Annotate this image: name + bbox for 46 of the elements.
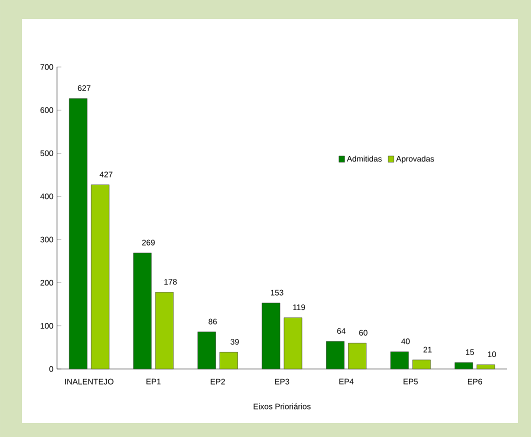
data-label: 39 <box>230 338 239 345</box>
x-tick-label: EP2 <box>210 378 225 384</box>
bar <box>133 252 152 370</box>
bar <box>262 302 280 370</box>
data-label: 21 <box>424 346 432 352</box>
y-tick-label: 500 <box>40 150 54 156</box>
bar <box>412 360 431 370</box>
data-label: 64 <box>337 328 346 334</box>
bar <box>155 292 174 370</box>
data-label: 40 <box>401 338 410 344</box>
bar <box>476 364 496 370</box>
data-label: 10 <box>488 351 496 358</box>
x-tick-label: EP4 <box>339 378 354 384</box>
data-label: 15 <box>466 349 474 355</box>
x-tick-label: EP6 <box>468 378 482 384</box>
data-label: 153 <box>270 290 284 296</box>
bar <box>326 341 344 370</box>
y-tick-label: 100 <box>40 323 54 329</box>
data-label: 60 <box>359 330 368 336</box>
x-tick-label: INALENTEJO <box>65 378 114 384</box>
bar <box>284 317 302 370</box>
bar <box>348 342 366 370</box>
data-label: 269 <box>142 240 155 246</box>
bar <box>454 362 474 370</box>
data-label: 178 <box>164 279 177 285</box>
data-label: 86 <box>208 318 217 324</box>
y-tick-label: 0 <box>49 366 54 372</box>
y-tick-label: 700 <box>40 64 54 70</box>
bar <box>390 352 409 370</box>
bar <box>90 184 110 370</box>
y-tick-label: 600 <box>40 107 54 113</box>
x-axis-title: Eixos Prioriários <box>254 403 311 410</box>
bar <box>68 98 88 370</box>
x-tick-label: EP1 <box>146 378 161 384</box>
x-tick-label: EP5 <box>404 378 418 384</box>
y-tick-label: 300 <box>40 236 54 242</box>
data-label: 627 <box>78 85 90 91</box>
y-tick-label: 200 <box>40 280 54 286</box>
y-tick-label: 400 <box>40 194 54 200</box>
bar <box>220 352 238 370</box>
x-tick-label: EP3 <box>275 378 290 384</box>
legend-label: Aprovadas <box>396 156 434 164</box>
legend-label: Admitidas <box>346 156 382 162</box>
data-label: 119 <box>293 304 305 310</box>
bar <box>198 332 216 370</box>
data-label: 427 <box>100 172 112 178</box>
